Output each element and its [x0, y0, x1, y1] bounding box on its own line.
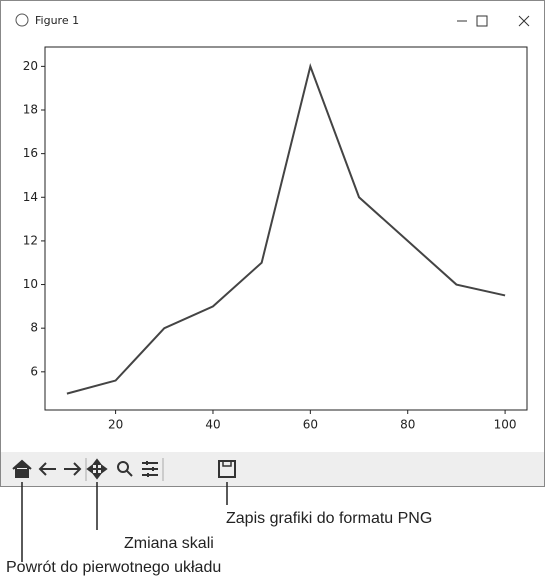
data-line [66, 62, 506, 395]
y-tick-label: 6 [30, 364, 38, 378]
annotation: Zapis grafiki do formatu PNG [226, 510, 432, 527]
maximize-button[interactable] [476, 15, 488, 27]
x-tick-label: 100 [494, 418, 517, 432]
y-tick-label: 18 [23, 103, 38, 117]
y-tick-label: 8 [30, 321, 38, 335]
configure-button[interactable] [142, 461, 158, 477]
x-tick-label: 60 [303, 418, 318, 432]
x-tick-label: 40 [205, 418, 220, 432]
y-tick-label: 20 [23, 59, 38, 73]
x-tick-label: 80 [400, 418, 415, 432]
window [0, 0, 545, 487]
save-button[interactable] [218, 460, 236, 478]
forward-button[interactable] [64, 462, 82, 476]
window-title: Figure 1 [35, 14, 79, 27]
toolbar [1, 452, 544, 486]
back-button[interactable] [38, 462, 56, 476]
y-tick-label: 16 [23, 146, 38, 160]
pan-button[interactable] [86, 458, 108, 480]
window-icon [15, 13, 29, 27]
home-button[interactable] [12, 459, 32, 478]
close-button[interactable] [518, 15, 530, 27]
plot-frame [44, 46, 528, 411]
y-tick-label: 14 [23, 190, 38, 204]
annotation: Zmiana skali [124, 535, 214, 552]
y-tick-label: 12 [23, 233, 38, 247]
x-tick-label: 20 [108, 418, 123, 432]
y-tick-label: 10 [23, 277, 38, 291]
annotation: Powrót do pierwotnego układu [6, 559, 221, 576]
zoom-button[interactable] [117, 461, 133, 477]
